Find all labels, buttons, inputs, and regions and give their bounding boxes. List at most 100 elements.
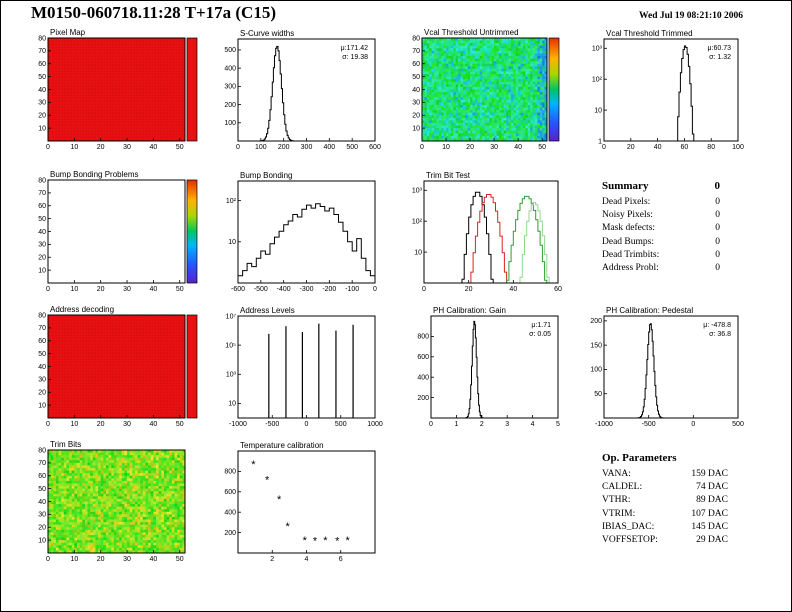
chart-pixel_map: 0 10 20 30 40 50 10 20 30 40 50 60 70 80 Pixel Map — [38, 28, 198, 151]
summary-row: Dead Bumps: 0 — [602, 236, 720, 249]
svg-text:20: 20 — [412, 113, 420, 120]
svg-text:Address Levels: Address Levels — [240, 306, 295, 315]
svg-text:40: 40 — [149, 556, 157, 563]
svg-text:400: 400 — [417, 375, 429, 382]
svg-text:400: 400 — [224, 65, 236, 72]
svg-text:30: 30 — [38, 242, 46, 249]
svg-text:20: 20 — [465, 286, 473, 293]
svg-text:30: 30 — [123, 286, 131, 293]
svg-text:Bump Bonding: Bump Bonding — [240, 171, 292, 180]
svg-text:-200: -200 — [322, 286, 336, 293]
svg-text:6: 6 — [339, 556, 343, 563]
svg-text:0: 0 — [691, 421, 695, 428]
svg-text:μ:1.71: μ:1.71 — [531, 322, 551, 329]
summary-label: Dead Pixels: — [602, 197, 651, 207]
svg-text:0: 0 — [236, 144, 240, 151]
svg-text:-1000: -1000 — [229, 421, 247, 428]
svg-text:-500: -500 — [642, 421, 656, 428]
svg-text:50: 50 — [38, 74, 46, 81]
svg-text:*: * — [303, 535, 308, 547]
chart-ph_gain: 0 1 2 3 4 5 200 400 600 800 PH Calibration: Gain μ:… — [417, 306, 560, 428]
svg-text:60: 60 — [38, 203, 46, 210]
svg-text:40: 40 — [38, 87, 46, 94]
svg-text:40: 40 — [514, 144, 522, 151]
svg-text:50: 50 — [594, 391, 602, 398]
svg-text:100: 100 — [255, 144, 267, 151]
svg-text:200: 200 — [224, 530, 236, 537]
svg-text:0: 0 — [46, 421, 50, 428]
svg-text:30: 30 — [38, 100, 46, 107]
svg-text:Pixel Map: Pixel Map — [50, 28, 86, 37]
svg-text:0: 0 — [46, 144, 50, 151]
svg-text:20: 20 — [38, 113, 46, 120]
svg-text:50: 50 — [38, 486, 46, 493]
summary-label: Dead Bumps: — [602, 236, 654, 247]
chart-bump_bonding: -600 -500 -400 -300 -200 -100 0 10 10² Bump Bondi… — [226, 171, 377, 293]
svg-text:500: 500 — [346, 144, 358, 151]
svg-text:20: 20 — [97, 286, 105, 293]
svg-text:10: 10 — [38, 402, 46, 409]
svg-text:1000: 1000 — [367, 421, 383, 428]
svg-text:10²: 10² — [226, 198, 237, 205]
summary-value: 0 — [715, 263, 720, 274]
svg-text:70: 70 — [412, 48, 420, 55]
op-parameter-row: VOFFSETOP: 29 DAC — [602, 534, 728, 547]
op-parameter-label: VTHR: — [602, 495, 631, 506]
op-parameters-rows: VANA: 159 DAC CALDEL: 74 DAC VTHR: 89 DAC VTRI… — [602, 468, 728, 547]
svg-text:200: 200 — [417, 395, 429, 402]
svg-text:20: 20 — [466, 144, 474, 151]
summary-block: Summary 0 Dead Pixels: 0 Noisy Pixels: 0 Mas… — [602, 180, 720, 275]
svg-text:3: 3 — [505, 421, 509, 428]
svg-text:Bump Bonding Problems: Bump Bonding Problems — [50, 170, 139, 179]
svg-text:0: 0 — [46, 286, 50, 293]
svg-text:Vcal Threshold Trimmed: Vcal Threshold Trimmed — [606, 29, 693, 38]
svg-text:-1000: -1000 — [595, 421, 613, 428]
svg-text:40: 40 — [412, 87, 420, 94]
svg-text:30: 30 — [123, 556, 131, 563]
svg-text:20: 20 — [97, 421, 105, 428]
svg-text:Address decoding: Address decoding — [50, 305, 114, 314]
page-title: M0150-060718.11:28 T+17a (C15) — [31, 3, 276, 22]
svg-text:70: 70 — [38, 460, 46, 467]
svg-text:50: 50 — [176, 144, 184, 151]
svg-text:600: 600 — [417, 354, 429, 361]
svg-text:800: 800 — [417, 334, 429, 341]
svg-text:Vcal Threshold Untrimmed: Vcal Threshold Untrimmed — [424, 28, 519, 37]
svg-text:-500: -500 — [265, 421, 279, 428]
svg-text:60: 60 — [554, 286, 562, 293]
svg-text:10²: 10² — [412, 219, 423, 226]
svg-text:60: 60 — [412, 61, 420, 68]
svg-text:σ: 19.38: σ: 19.38 — [342, 54, 368, 61]
svg-text:0: 0 — [429, 421, 433, 428]
op-parameter-label: IBIAS_DAC: — [602, 521, 655, 532]
chart-scurve_widths: 0 100 200 300 400 500 600 100 200 300 400 500 S-Curv… — [224, 29, 381, 151]
op-parameter-value: 159 DAC — [691, 469, 728, 479]
summary-label: Noisy Pixels: — [602, 210, 653, 221]
svg-text:2: 2 — [480, 421, 484, 428]
svg-text:40: 40 — [38, 229, 46, 236]
svg-text:40: 40 — [149, 421, 157, 428]
svg-text:σ: 1.32: σ: 1.32 — [709, 54, 731, 61]
chart-ph_pedestal: -1000 -500 0 500 50 100 150 200 PH Calibration: … — [590, 306, 744, 428]
svg-text:600: 600 — [224, 489, 236, 496]
op-parameter-value: 89 DAC — [696, 495, 728, 506]
svg-text:Temperature calibration: Temperature calibration — [240, 441, 324, 450]
svg-text:150: 150 — [590, 342, 602, 349]
svg-text:80: 80 — [38, 35, 46, 42]
summary-rows: Dead Pixels: 0 Noisy Pixels: 0 Mask defects:… — [602, 196, 720, 275]
svg-text:30: 30 — [38, 377, 46, 384]
op-parameter-value: 74 DAC — [696, 482, 728, 493]
svg-text:*: * — [277, 494, 282, 506]
summary-row: Noisy Pixels: 0 — [602, 209, 720, 222]
svg-text:100: 100 — [590, 367, 602, 374]
svg-text:70: 70 — [38, 48, 46, 55]
summary-label: Mask defects: — [602, 223, 656, 234]
svg-text:10: 10 — [228, 239, 236, 246]
svg-text:50: 50 — [38, 216, 46, 223]
svg-text:80: 80 — [707, 144, 715, 151]
svg-text:50: 50 — [412, 74, 420, 81]
svg-text:30: 30 — [38, 512, 46, 519]
svg-text:30: 30 — [490, 144, 498, 151]
op-parameters-header: Op. Parameters — [602, 452, 728, 464]
svg-text:10⁵: 10⁵ — [225, 342, 236, 349]
